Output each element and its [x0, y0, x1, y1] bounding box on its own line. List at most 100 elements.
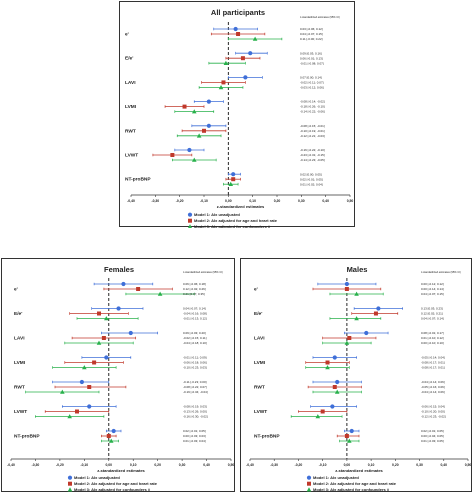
outcome-group: RWT -0.08 [-0.15; -0.01]-0.10 [-0.19; -0.…: [125, 123, 325, 138]
estimate-point: [312, 379, 362, 385]
estimate-point: [312, 355, 357, 360]
point-marker: [347, 438, 352, 443]
x-tick-label: -0,30: [151, 199, 159, 203]
outcome-label: LVWT: [14, 409, 27, 415]
estimate-label: 0.01 [-0.10; 0.12]: [421, 336, 444, 340]
estimate-point: [101, 438, 119, 443]
estimate-label: -0.13 [-0.26; 0.00]: [183, 410, 207, 414]
point-marker: [306, 475, 312, 480]
estimate-point: [125, 291, 195, 296]
estimate-label: -0.06 [-0.18; 0.06]: [183, 361, 207, 365]
legend-label: Model 2: AIx adjusted for age and heart …: [74, 481, 158, 486]
estimate-label: 0.08 [-0.01; 0.17]: [421, 331, 444, 335]
estimate-label: -0.02 [-0.11; 0.07]: [300, 81, 324, 85]
x-tick-label: -0,10: [80, 463, 88, 467]
outcome-label: e': [14, 287, 18, 293]
outcome-label: LAVI: [254, 336, 265, 342]
estimate-point: [312, 287, 382, 291]
estimate-point: [61, 404, 117, 409]
estimate-point: [290, 414, 343, 419]
point-marker: [101, 336, 106, 340]
estimate-point: [81, 355, 132, 360]
estimate-label: -0.06 [-0.15; 0.04]: [421, 405, 445, 409]
point-marker: [354, 291, 359, 296]
estimate-point: [174, 109, 215, 114]
estimate-label: -0.08 [-0.14; -0.02]: [300, 100, 325, 104]
outcome-label: RWT: [254, 385, 265, 391]
estimate-point: [172, 157, 217, 162]
estimate-label: 0.09 [-0.03; 0.20]: [183, 331, 206, 335]
point-marker: [223, 60, 229, 65]
x-axis-label: z-standardized estimates: [217, 204, 265, 209]
estimate-point: [307, 385, 362, 389]
point-marker: [320, 409, 325, 414]
estimate-label: 0.03 [-0.06; 0.12]: [300, 27, 323, 31]
x-tick-label: 0,10: [249, 199, 256, 203]
legend-label: Model 2: AIx adjusted for age and heart …: [194, 218, 278, 223]
estimate-point: [91, 306, 144, 311]
legend-item: Model 1: AIx unadjusted: [67, 475, 120, 480]
outcome-label: LVMI: [254, 360, 266, 366]
legend-item: Model 1: AIx unadjusted: [306, 475, 359, 480]
x-tick-label: -0,20: [176, 199, 184, 203]
outcome-group: e' 0.03 [-0.06; 0.12]0.04 [-0.07; 0.15]0.…: [125, 26, 323, 41]
estimate-label: 0.06 [-0.01; 0.13]: [300, 56, 323, 60]
point-marker: [364, 330, 369, 336]
x-tick-label: -0,40: [7, 463, 15, 467]
estimate-label: -0.12 [-0.23; -0.02]: [421, 415, 446, 419]
estimate-point: [93, 281, 154, 287]
outcome-label: LAVI: [125, 80, 136, 86]
estimate-point: [52, 365, 117, 370]
point-marker: [191, 157, 197, 162]
estimate-label: -0.12 [-0.21; -0.03]: [300, 134, 325, 138]
estimate-label: -0.16 [-0.22; -0.10]: [300, 148, 325, 152]
estimate-point: [339, 438, 360, 443]
point-marker: [332, 385, 337, 389]
estimate-label: 0.01 [-0.03; 0.05]: [421, 439, 444, 443]
point-marker: [334, 389, 340, 394]
estimate-label: 0.11 [-0.00; 0.22]: [300, 37, 323, 41]
outcome-group: NT-proBNP 0.02 [-0.01; 0.05]0.00 [-0.03; …: [14, 428, 206, 443]
point-marker: [231, 172, 236, 177]
point-marker: [97, 311, 101, 316]
point-marker: [75, 409, 79, 414]
point-marker: [228, 181, 234, 186]
estimate-label: 0.00 [-0.10; 0.10]: [421, 341, 444, 345]
chart-title: Females: [104, 265, 134, 274]
point-marker: [67, 475, 73, 480]
estimate-point: [191, 123, 227, 128]
legend-label: Model 1: AIx unadjusted: [194, 212, 240, 217]
estimate-point: [103, 287, 173, 291]
outcome-group: NT-proBNP 0.02 [-0.01; 0.05]0.00 [-0.04; …: [254, 428, 444, 443]
outcome-group: LAVI 0.08 [-0.01; 0.17]0.01 [-0.10; 0.12]…: [254, 330, 444, 345]
estimate-point: [101, 434, 117, 438]
outcome-label: RWT: [125, 128, 136, 134]
point-marker: [344, 340, 350, 345]
x-tick-label: 0,50: [347, 199, 354, 203]
point-marker: [347, 336, 352, 340]
forest-plot-all-participants: All participants z-standardized estimates…: [125, 8, 354, 228]
estimate-label: 0.07 [0.00; 0.14]: [300, 76, 322, 80]
estimate-point: [69, 311, 129, 316]
point-marker: [188, 218, 192, 223]
point-marker: [104, 355, 109, 360]
legend-item: Model 1: AIx unadjusted: [187, 212, 240, 217]
estimate-label: -0.10 [-0.20; 0.00]: [421, 410, 445, 414]
x-axis-label: z-standardized estimates: [97, 468, 145, 473]
point-marker: [67, 414, 72, 419]
point-marker: [170, 153, 175, 157]
estimate-label: -0.01 [-0.08; 0.07]: [300, 61, 324, 65]
point-marker: [196, 133, 202, 138]
point-marker: [108, 438, 114, 443]
outcome-label: LAVI: [14, 336, 25, 342]
point-marker: [376, 306, 381, 311]
estimate-point: [227, 172, 241, 177]
chart-title: All participants: [211, 8, 265, 17]
chart-title: Males: [347, 265, 368, 274]
estimate-label: -0.14 [-0.23; -0.05]: [300, 158, 325, 162]
estimate-point: [312, 389, 362, 394]
estimate-point: [44, 409, 110, 414]
estimate-label: 0.01 [-0.02; 0.04]: [300, 182, 323, 186]
estimate-point: [298, 409, 348, 414]
estimate-label: 0.02 [-0.01; 0.05]: [183, 429, 206, 433]
